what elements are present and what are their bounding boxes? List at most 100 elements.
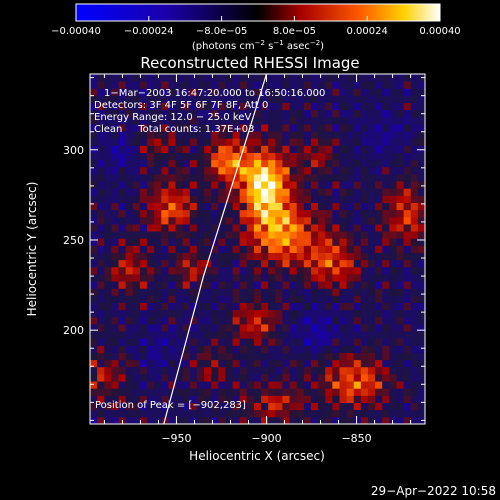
heatmap-cell	[325, 338, 333, 346]
heatmap-cell	[161, 324, 169, 332]
heatmap-cell	[90, 388, 98, 396]
heatmap-cell	[90, 202, 98, 211]
heatmap-cell	[196, 109, 205, 118]
heatmap-cell	[346, 295, 355, 303]
heatmap-cell	[253, 288, 262, 296]
heatmap-cell	[303, 381, 312, 389]
heatmap-cell	[410, 302, 419, 311]
heatmap-cell	[417, 395, 425, 403]
heatmap-cell	[396, 166, 405, 175]
heatmap-cell	[147, 331, 155, 339]
heatmap-cell	[104, 345, 112, 353]
heatmap-cell	[303, 274, 312, 282]
heatmap-cell	[132, 259, 141, 268]
heatmap-cell	[182, 352, 191, 361]
heatmap-cell	[360, 331, 369, 339]
heatmap-cell	[325, 102, 333, 111]
heatmap-cell	[168, 88, 176, 96]
heatmap-cell	[410, 202, 419, 211]
heatmap-cell	[118, 402, 127, 411]
heatmap-cell	[147, 245, 155, 253]
heatmap-cell	[417, 252, 425, 261]
heatmap-cell	[325, 124, 333, 132]
heatmap-cell	[310, 338, 319, 346]
heatmap-cell	[410, 131, 419, 139]
heatmap-cell	[175, 331, 184, 339]
heatmap-cell	[246, 102, 255, 111]
heatmap-cell	[175, 138, 184, 146]
heatmap-cell	[318, 102, 326, 111]
heatmap-cell	[367, 388, 376, 396]
heatmap-cell	[139, 245, 148, 253]
heatmap-cell	[268, 388, 276, 396]
heatmap-cell	[253, 88, 262, 96]
heatmap-cell	[196, 388, 205, 396]
heatmap-cell	[147, 338, 155, 346]
heatmap-cell	[296, 195, 305, 203]
heatmap-cell	[253, 102, 262, 111]
heatmap-cell	[325, 345, 333, 353]
heatmap-cell	[375, 195, 383, 203]
heatmap-cell	[111, 259, 119, 268]
heatmap-cell	[97, 281, 105, 289]
heatmap-cell	[232, 288, 241, 296]
heatmap-cell	[332, 231, 340, 239]
heatmap-cell	[303, 245, 312, 253]
heatmap-cell	[417, 88, 425, 96]
heatmap-cell	[360, 352, 369, 361]
heatmap-cell	[111, 266, 119, 275]
heatmap-cell	[253, 359, 262, 368]
heatmap-cell	[303, 295, 312, 303]
heatmap-cell	[346, 281, 355, 289]
heatmap-cell	[375, 252, 383, 261]
heatmap-cell	[282, 402, 290, 411]
heatmap-cell	[218, 416, 226, 424]
heatmap-cell	[211, 231, 219, 239]
heatmap-cell	[310, 316, 319, 325]
heatmap-cell	[396, 238, 405, 246]
heatmap-cell	[261, 88, 269, 96]
heatmap-cell	[332, 138, 340, 146]
heatmap-cell	[161, 366, 169, 375]
heatmap-cell	[132, 145, 141, 153]
heatmap-cell	[196, 224, 205, 232]
heatmap-cell	[303, 359, 312, 368]
heatmap-cell	[410, 252, 419, 261]
heatmap-cell	[97, 252, 105, 261]
heatmap-cell	[332, 374, 340, 382]
heatmap-cell	[175, 174, 184, 182]
heatmap-cell	[253, 409, 262, 418]
heatmap-cell	[175, 302, 184, 311]
heatmap-cell	[360, 202, 369, 211]
heatmap-cell	[310, 359, 319, 368]
heatmap-cell	[310, 324, 319, 332]
heatmap-cell	[90, 252, 98, 261]
heatmap-cell	[132, 316, 141, 325]
heatmap-cell	[353, 188, 362, 196]
heatmap-cell	[360, 231, 369, 239]
heatmap-cell	[296, 109, 305, 118]
heatmap-cell	[382, 231, 390, 239]
heatmap-cell	[289, 302, 298, 311]
heatmap-cell	[111, 88, 119, 96]
heatmap-cell	[303, 395, 312, 403]
heatmap-cell	[389, 159, 397, 168]
heatmap-cell	[289, 274, 298, 282]
heatmap-cell	[318, 309, 326, 318]
heatmap-cell	[289, 259, 298, 268]
heatmap-cell	[175, 102, 184, 111]
heatmap-cell	[367, 138, 376, 146]
heatmap-cell	[268, 266, 276, 275]
heatmap-cell	[239, 309, 248, 318]
heatmap-cell	[175, 88, 184, 96]
heatmap-cell	[204, 416, 212, 424]
heatmap-cell	[196, 195, 205, 203]
heatmap-cell	[382, 245, 390, 253]
heatmap-cell	[225, 395, 233, 403]
heatmap-cell	[403, 381, 412, 389]
heatmap-cell	[232, 81, 241, 89]
heatmap-cell	[360, 245, 369, 253]
heatmap-cell	[396, 174, 405, 182]
heatmap-cell	[246, 266, 255, 275]
heatmap-cell	[353, 95, 362, 103]
